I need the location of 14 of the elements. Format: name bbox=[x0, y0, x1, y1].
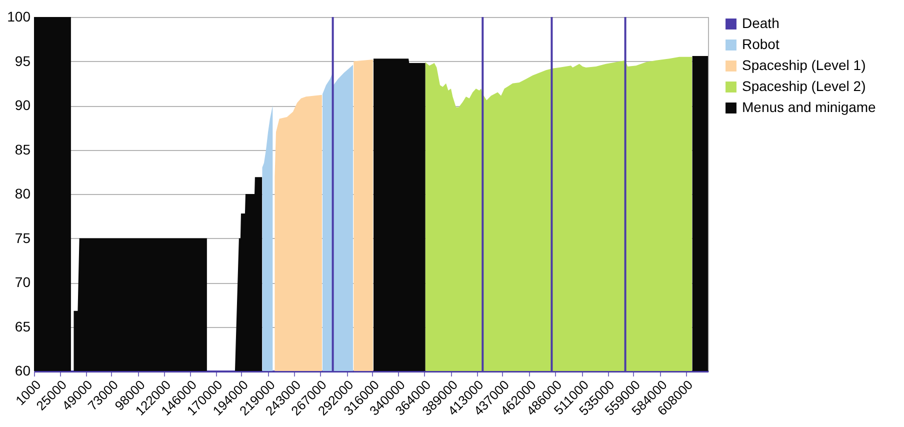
legend-label: Menus and minigame bbox=[742, 99, 876, 115]
legend-label: Spaceship (Level 2) bbox=[742, 78, 866, 94]
y-tick-label: 95 bbox=[14, 52, 31, 69]
y-tick-label: 60 bbox=[14, 362, 31, 378]
legend-label: Spaceship (Level 1) bbox=[742, 57, 866, 73]
y-tick-label: 90 bbox=[14, 97, 31, 113]
y-tick-label: 65 bbox=[14, 318, 31, 334]
y-tick-label: 85 bbox=[14, 141, 31, 158]
y-tick-label: 75 bbox=[14, 230, 31, 246]
legend-label: Robot bbox=[742, 36, 780, 52]
y-tick-label: 80 bbox=[14, 186, 31, 202]
legend-label: Death bbox=[742, 15, 780, 31]
y-tick-label: 70 bbox=[14, 274, 31, 290]
y-tick-label: 100 bbox=[7, 8, 31, 24]
